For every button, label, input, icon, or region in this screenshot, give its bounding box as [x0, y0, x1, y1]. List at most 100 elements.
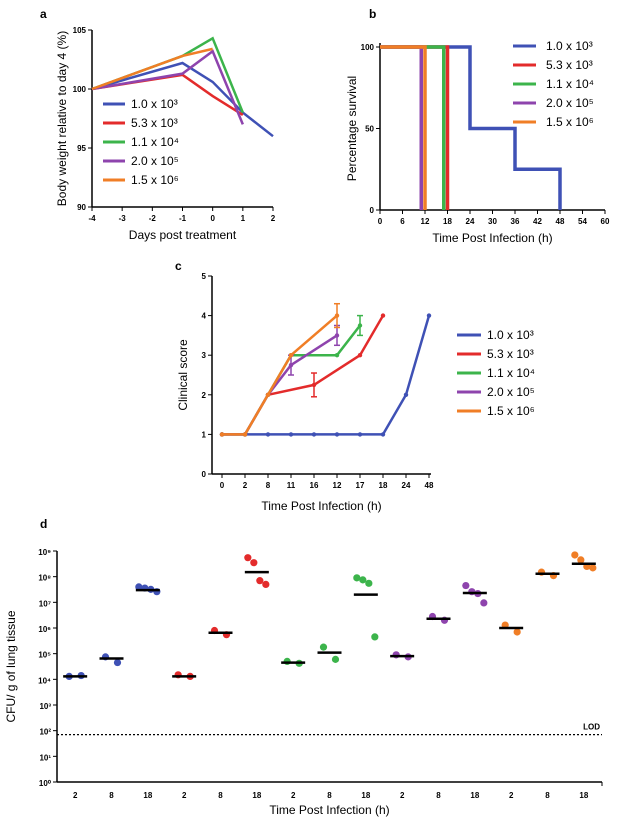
data-point-c-4: [288, 353, 294, 358]
data-point-c-0: [426, 313, 432, 318]
x-tick-label-c: 12: [333, 481, 342, 490]
x-tick-label-a: -4: [88, 214, 96, 223]
data-point-c-2: [334, 353, 340, 358]
y-tick-label-d: 10⁴: [38, 676, 51, 685]
x-tick-label-d: 18: [470, 791, 479, 800]
legend-label-c-2: 1.1 x 10⁴: [487, 366, 535, 380]
data-point-d-12: [513, 628, 521, 636]
y-tick-label-b: 50: [365, 125, 374, 134]
data-point-c-0: [288, 432, 294, 437]
data-point-d-8: [371, 633, 379, 641]
data-point-c-1: [357, 353, 363, 358]
panel-label-c: c: [175, 259, 182, 273]
series-line-a-0: [91, 61, 274, 138]
data-point-d-1: [113, 658, 122, 667]
legend-label-c-0: 1.0 x 10³: [487, 328, 534, 342]
y-tick-label-a: 90: [77, 203, 86, 212]
lod-label: LOD: [583, 723, 600, 732]
y-axis-label-b: Percentage survival: [345, 76, 359, 181]
y-tick-label-d: 10⁷: [39, 599, 51, 608]
data-point-d-11: [462, 581, 470, 590]
x-tick-label-d: 18: [252, 791, 261, 800]
y-tick-label-c: 3: [202, 351, 207, 360]
data-point-c-0: [403, 392, 409, 397]
legend-label-a-0: 1.0 x 10³: [131, 97, 178, 111]
data-point-d-14: [589, 564, 597, 572]
panel-label-d: d: [40, 517, 47, 531]
y-tick-label-a: 95: [77, 144, 86, 153]
x-tick-label-d: 8: [436, 791, 441, 800]
y-tick-label-d: 10¹: [39, 753, 51, 762]
x-axis-label-a: Days post treatment: [129, 228, 237, 242]
x-tick-label-b: 60: [601, 217, 610, 226]
legend-label-a-4: 1.5 x 10⁶: [131, 173, 179, 187]
x-tick-label-c: 17: [356, 481, 365, 490]
series-line-a-4: [91, 47, 213, 91]
x-tick-label-b: 42: [533, 217, 542, 226]
data-point-d-11: [480, 599, 488, 607]
y-tick-label-d: 10³: [39, 702, 51, 711]
x-tick-label-d: 8: [109, 791, 114, 800]
y-tick-label-c: 2: [202, 391, 207, 400]
y-axis-label-d: CFU/ g of lung tissue: [4, 610, 18, 722]
data-point-d-14: [571, 551, 579, 559]
x-tick-label-b: 24: [466, 217, 475, 226]
y-tick-label-b: 0: [370, 206, 375, 215]
data-point-c-1: [380, 313, 386, 318]
series-line-c-1: [222, 314, 385, 436]
legend-label-c-4: 1.5 x 10⁶: [487, 404, 535, 418]
x-tick-label-c: 8: [266, 481, 271, 490]
x-tick-label-d: 2: [182, 791, 187, 800]
y-tick-label-d: 10⁵: [38, 651, 51, 660]
data-point-c-4: [219, 432, 225, 437]
data-point-c-0: [311, 432, 317, 437]
data-point-d-8: [359, 576, 367, 584]
x-tick-label-b: 48: [556, 217, 565, 226]
legend-label-a-1: 5.3 x 10³: [131, 116, 178, 130]
y-tick-label-c: 1: [202, 430, 207, 439]
x-tick-label-d: 8: [218, 791, 223, 800]
x-tick-label-a: -1: [179, 214, 187, 223]
x-tick-label-b: 18: [443, 217, 452, 226]
x-tick-label-d: 8: [327, 791, 332, 800]
y-tick-label-b: 100: [361, 43, 375, 52]
data-point-d-8: [353, 574, 361, 582]
data-point-c-4: [242, 432, 248, 437]
data-point-c-0: [334, 432, 340, 437]
data-point-c-0: [357, 432, 363, 437]
series-line-b-4: [380, 45, 427, 210]
data-point-d-7: [331, 655, 340, 663]
y-tick-label-a: 100: [73, 85, 87, 94]
legend-label-c-1: 5.3 x 10³: [487, 347, 534, 361]
data-point-d-2: [135, 583, 143, 591]
x-tick-label-d: 2: [509, 791, 514, 800]
x-tick-label-a: 2: [271, 214, 276, 223]
series-line-c-0: [222, 315, 431, 436]
series-line-b-3: [380, 45, 423, 210]
legend-label-a-3: 2.0 x 10⁵: [131, 154, 179, 168]
y-tick-label-c: 4: [202, 312, 207, 321]
legend-label-b-4: 1.5 x 10⁶: [546, 115, 594, 129]
x-axis-label-c: Time Post Infection (h): [261, 499, 381, 513]
y-tick-label-c: 0: [202, 470, 207, 479]
series-line-b-2: [380, 45, 446, 210]
series-line-c-3: [222, 334, 338, 436]
y-axis-label-a: Body weight relative to day 4 (%): [55, 31, 69, 206]
legend-label-b-2: 1.1 x 10⁴: [546, 77, 594, 91]
x-tick-label-d: 18: [361, 791, 370, 800]
series-line-b-1: [380, 45, 450, 210]
x-tick-label-a: 0: [210, 214, 215, 223]
legend-label-b-0: 1.0 x 10³: [546, 39, 593, 53]
series-line-c-2: [222, 324, 361, 436]
panel-label-b: b: [369, 7, 376, 21]
x-tick-label-a: -2: [149, 214, 157, 223]
data-point-c-4: [265, 392, 271, 397]
y-tick-label-d: 10⁶: [38, 625, 51, 634]
x-tick-label-c: 0: [220, 481, 225, 490]
y-tick-label-d: 10⁹: [38, 548, 51, 557]
x-tick-label-d: 2: [73, 791, 78, 800]
data-point-d-7: [319, 643, 328, 651]
legend-label-c-3: 2.0 x 10⁵: [487, 385, 535, 399]
x-tick-label-b: 0: [378, 217, 383, 226]
x-tick-label-d: 18: [143, 791, 152, 800]
